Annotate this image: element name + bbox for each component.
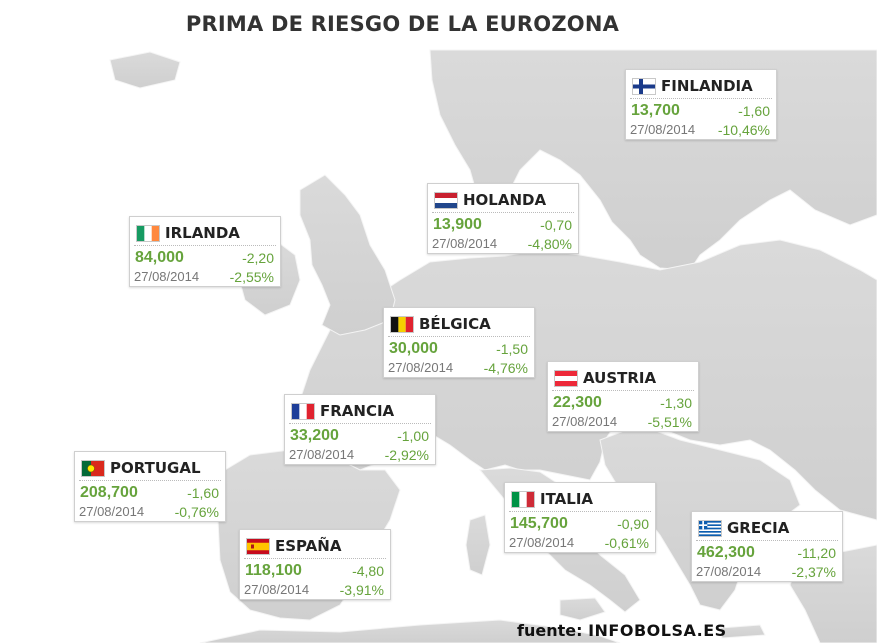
risk-premium-change: -11,20	[797, 545, 836, 561]
risk-premium-change: -1,30	[660, 395, 692, 411]
sicily-land	[559, 597, 606, 621]
quote-date: 27/08/2014	[630, 122, 696, 137]
country-name: PORTUGAL	[110, 459, 201, 477]
risk-premium-percent-change: -3,91%	[339, 582, 384, 598]
source-label: fuente:	[517, 621, 583, 640]
source-credit: fuente: INFOBOLSA.ES	[517, 621, 727, 640]
netherlands-flag-icon	[434, 192, 458, 209]
country-card-finlandia: FINLANDIA 13,700 -1,60 27/08/2014 -10,46…	[625, 69, 777, 140]
risk-premium-value: 462,300	[697, 544, 755, 561]
risk-premium-percent-change: -2,37%	[791, 564, 836, 580]
portugal-flag-icon	[81, 460, 105, 477]
country-name: GRECIA	[727, 519, 790, 537]
risk-premium-value: 84,000	[135, 249, 184, 266]
country-name: AUSTRIA	[583, 369, 657, 387]
risk-premium-change: -0,90	[617, 516, 649, 532]
country-name: BÉLGICA	[419, 315, 491, 333]
risk-premium-percent-change: -4,76%	[483, 360, 528, 376]
country-card-austria: AUSTRIA 22,300 -1,30 27/08/2014 -5,51%	[547, 361, 699, 432]
country-card-portugal: PORTUGAL 208,700 -1,60 27/08/2014 -0,76%	[74, 451, 226, 522]
quote-date: 27/08/2014	[388, 360, 454, 375]
belgium-flag-icon	[390, 316, 414, 333]
card-header: FINLANDIA	[630, 74, 772, 99]
quote-date: 27/08/2014	[289, 447, 355, 462]
card-header: AUSTRIA	[552, 366, 694, 391]
risk-premium-percent-change: -4,80%	[527, 236, 572, 252]
card-header: ESPAÑA	[244, 534, 386, 559]
country-name: IRLANDA	[165, 224, 240, 242]
card-header: FRANCIA	[289, 399, 431, 424]
risk-premium-value: 30,000	[389, 340, 438, 357]
risk-premium-percent-change: -2,55%	[229, 269, 274, 285]
spain-flag-icon	[246, 538, 270, 555]
country-card-irlanda: IRLANDA 84,000 -2,20 27/08/2014 -2,55%	[129, 216, 281, 287]
risk-premium-percent-change: -0,61%	[604, 535, 649, 551]
card-header: HOLANDA	[432, 188, 574, 213]
risk-premium-value: 208,700	[80, 484, 138, 501]
risk-premium-value: 33,200	[290, 427, 339, 444]
card-header: IRLANDA	[134, 221, 276, 246]
country-card-grecia: GRECIA 462,300 -11,20 27/08/2014 -2,37%	[691, 511, 843, 582]
risk-premium-percent-change: -0,76%	[174, 504, 219, 520]
france-flag-icon	[291, 403, 315, 420]
country-name: FRANCIA	[320, 402, 395, 420]
north-island-land	[109, 51, 181, 89]
risk-premium-change: -1,60	[187, 485, 219, 501]
quote-date: 27/08/2014	[509, 535, 575, 550]
sardinia-land	[465, 514, 491, 576]
italy-flag-icon	[511, 491, 535, 508]
card-header: BÉLGICA	[388, 312, 530, 337]
country-card-italia: ITALIA 145,700 -0,90 27/08/2014 -0,61%	[504, 482, 656, 553]
country-card-belgica: BÉLGICA 30,000 -1,50 27/08/2014 -4,76%	[383, 307, 535, 378]
country-name: HOLANDA	[463, 191, 547, 209]
risk-premium-value: 13,900	[433, 216, 482, 233]
risk-premium-change: -2,20	[242, 250, 274, 266]
finland-flag-icon	[632, 78, 656, 95]
card-header: ITALIA	[509, 487, 651, 512]
quote-date: 27/08/2014	[244, 582, 310, 597]
country-card-francia: FRANCIA 33,200 -1,00 27/08/2014 -2,92%	[284, 394, 436, 465]
quote-date: 27/08/2014	[432, 236, 498, 251]
country-card-espana: ESPAÑA 118,100 -4,80 27/08/2014 -3,91%	[239, 529, 391, 600]
quote-date: 27/08/2014	[79, 504, 145, 519]
risk-premium-change: -1,50	[496, 341, 528, 357]
country-name: ITALIA	[540, 490, 594, 508]
austria-flag-icon	[554, 370, 578, 387]
quote-date: 27/08/2014	[696, 564, 762, 579]
greece-flag-icon	[698, 520, 722, 537]
risk-premium-value: 118,100	[245, 562, 302, 579]
risk-premium-change: -4,80	[352, 563, 384, 579]
risk-premium-value: 22,300	[553, 394, 602, 411]
ireland-flag-icon	[136, 225, 160, 242]
country-name: ESPAÑA	[275, 537, 342, 555]
risk-premium-change: -1,00	[397, 428, 429, 444]
source-value: INFOBOLSA.ES	[588, 621, 727, 640]
risk-premium-percent-change: -2,92%	[384, 447, 429, 463]
north-africa-land	[199, 619, 621, 643]
risk-premium-percent-change: -5,51%	[647, 414, 692, 430]
great-britain-land	[299, 174, 396, 336]
country-name: FINLANDIA	[661, 77, 753, 95]
crete-land	[719, 624, 766, 639]
risk-premium-value: 145,700	[510, 515, 568, 532]
risk-premium-change: -1,60	[738, 103, 770, 119]
card-header: PORTUGAL	[79, 456, 221, 481]
page-title: PRIMA DE RIESGO DE LA EUROZONA	[185, 12, 620, 36]
risk-premium-change: -0,70	[540, 217, 572, 233]
risk-premium-value: 13,700	[631, 102, 680, 119]
card-header: GRECIA	[696, 516, 838, 541]
country-card-holanda: HOLANDA 13,900 -0,70 27/08/2014 -4,80%	[427, 183, 579, 254]
risk-premium-percent-change: -10,46%	[717, 122, 770, 138]
quote-date: 27/08/2014	[134, 269, 200, 284]
quote-date: 27/08/2014	[552, 414, 618, 429]
